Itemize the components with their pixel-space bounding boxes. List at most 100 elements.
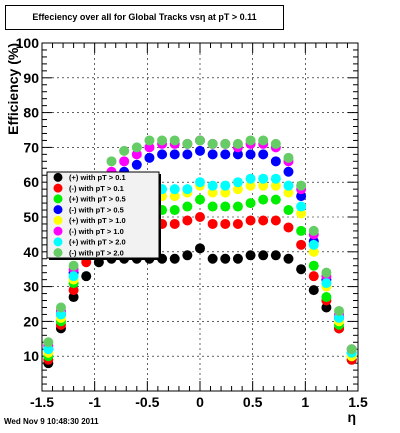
data-point bbox=[68, 285, 79, 296]
data-point bbox=[283, 205, 294, 216]
data-point bbox=[308, 260, 319, 271]
x-tick-label: 0.5 bbox=[243, 394, 263, 410]
y-tick-label: 50 bbox=[23, 209, 39, 225]
data-point bbox=[157, 149, 168, 160]
data-point bbox=[207, 187, 218, 198]
data-point bbox=[258, 173, 269, 184]
legend-entry-label: (+) with pT > 1.0 bbox=[69, 216, 126, 225]
data-point bbox=[144, 135, 155, 146]
x-tick-label: 1.5 bbox=[348, 394, 368, 410]
data-point bbox=[245, 173, 256, 184]
data-point bbox=[296, 208, 307, 219]
data-point bbox=[169, 205, 180, 216]
data-point bbox=[207, 138, 218, 149]
data-point bbox=[258, 135, 269, 146]
data-point bbox=[270, 194, 281, 205]
data-point bbox=[321, 267, 332, 278]
data-point bbox=[308, 225, 319, 236]
legend-entry-label: (+) with pT > 0.1 bbox=[69, 173, 126, 182]
x-tick-label: -1 bbox=[88, 394, 101, 410]
data-point bbox=[169, 149, 180, 160]
legend-entry-label: (+) with pT > 0.5 bbox=[69, 195, 126, 204]
data-point bbox=[169, 253, 180, 264]
data-point bbox=[131, 142, 142, 153]
y-axis-label: Efficiency (%) bbox=[5, 43, 21, 135]
data-point bbox=[182, 184, 193, 195]
legend-entry-label: (-) with pT > 1.0 bbox=[69, 227, 124, 236]
data-point bbox=[195, 194, 205, 205]
data-point bbox=[258, 180, 269, 191]
data-point bbox=[220, 138, 231, 149]
data-point bbox=[43, 344, 54, 355]
legend-marker bbox=[53, 194, 63, 204]
data-point bbox=[270, 173, 281, 184]
data-point bbox=[207, 218, 218, 229]
data-point bbox=[283, 152, 294, 163]
data-point bbox=[270, 138, 281, 149]
data-point bbox=[245, 198, 256, 209]
legend-marker bbox=[53, 183, 63, 193]
y-tick-label: 10 bbox=[23, 348, 39, 364]
chart-title-box: Effeciency over all for Global Tracks vs… bbox=[5, 5, 284, 30]
legend-entry-label: (-) with pT > 2.0 bbox=[69, 248, 124, 257]
x-axis-label: η bbox=[347, 409, 356, 425]
data-point bbox=[321, 302, 332, 313]
data-point bbox=[106, 156, 117, 167]
data-point bbox=[296, 264, 307, 275]
data-point bbox=[321, 278, 332, 289]
data-point bbox=[220, 201, 231, 212]
data-point bbox=[245, 135, 256, 146]
y-tick-label: 70 bbox=[23, 139, 39, 155]
data-point bbox=[131, 149, 142, 160]
x-tick-label: 0 bbox=[196, 394, 204, 410]
data-point bbox=[144, 142, 155, 153]
data-point bbox=[308, 271, 319, 282]
data-point bbox=[232, 253, 243, 264]
data-point bbox=[283, 222, 294, 233]
data-point bbox=[55, 302, 66, 313]
legend-box bbox=[46, 171, 160, 259]
data-point bbox=[270, 156, 281, 167]
data-point bbox=[220, 187, 231, 198]
data-point bbox=[220, 180, 231, 191]
data-point bbox=[182, 149, 193, 160]
data-point bbox=[182, 215, 193, 226]
chart-title: Effeciency over all for Global Tracks vs… bbox=[32, 12, 257, 22]
data-point bbox=[245, 250, 256, 261]
data-point bbox=[296, 239, 307, 250]
data-point bbox=[207, 253, 218, 264]
data-point bbox=[334, 305, 345, 316]
data-point bbox=[68, 271, 79, 282]
data-point bbox=[270, 215, 281, 226]
data-point bbox=[283, 187, 294, 198]
data-point bbox=[195, 177, 205, 188]
data-point bbox=[258, 149, 269, 160]
timestamp-footer: Wed Nov 9 10:48:30 2011 bbox=[4, 417, 99, 426]
legend-marker bbox=[53, 248, 63, 258]
data-point bbox=[296, 201, 307, 212]
data-point bbox=[321, 292, 332, 303]
data-point bbox=[258, 250, 269, 261]
data-point bbox=[346, 344, 357, 355]
data-point bbox=[245, 149, 256, 160]
data-point bbox=[157, 135, 168, 146]
legend-marker bbox=[53, 226, 63, 236]
data-point bbox=[182, 138, 193, 149]
legend-entry-label: (-) with pT > 0.5 bbox=[69, 205, 124, 214]
data-point bbox=[182, 201, 193, 212]
legend-entry-label: (+) with pT > 2.0 bbox=[69, 238, 126, 247]
data-point bbox=[169, 184, 180, 195]
data-point bbox=[283, 253, 294, 264]
legend-marker bbox=[53, 205, 63, 215]
data-point bbox=[43, 337, 54, 348]
data-point bbox=[232, 138, 243, 149]
y-tick-label: 80 bbox=[23, 105, 39, 121]
data-point bbox=[169, 191, 180, 202]
data-point bbox=[296, 191, 307, 202]
x-tick-label: -0.5 bbox=[135, 394, 159, 410]
data-point bbox=[220, 253, 231, 264]
data-point bbox=[258, 194, 269, 205]
legend-marker bbox=[53, 172, 63, 182]
data-point bbox=[232, 201, 243, 212]
